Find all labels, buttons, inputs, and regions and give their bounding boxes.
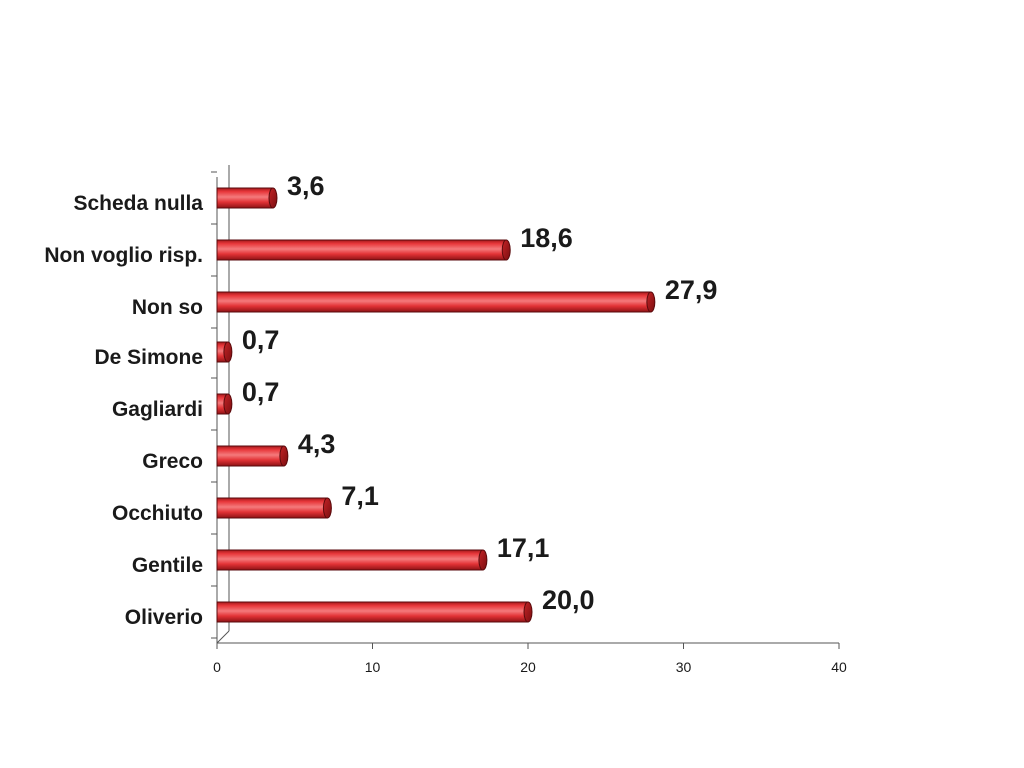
data-label: 18,6 [520,223,573,253]
data-label: 27,9 [665,275,718,305]
bar [216,393,233,415]
data-label: 20,0 [542,585,595,615]
x-tick-label: 10 [365,659,381,675]
bar-body [216,445,285,467]
category-label: Non voglio risp. [44,244,203,267]
bar [216,601,533,623]
bar-end-cap [322,497,332,519]
bar [216,497,332,519]
bar-end-cap [223,393,233,415]
labels: 0 10 20 30 40 Oliverio 20,0 Gentile 17,1 Occhiuto… [44,171,847,675]
bar-end-cap [478,549,488,571]
bar-end-cap [223,341,233,363]
category-label: Occhiuto [112,502,203,525]
data-label: 0,7 [242,325,280,355]
category-label: Scheda nulla [73,192,203,215]
category-label: Gentile [132,554,203,577]
x-tick-label: 40 [831,659,847,675]
bar-end-cap [501,239,511,261]
bar [216,239,511,261]
bar [216,445,289,467]
bar-body [216,291,652,313]
data-label: 7,1 [341,481,379,511]
x-tick-label: 0 [213,659,221,675]
category-label: Non so [132,296,203,319]
bar [216,341,233,363]
bar-body [216,497,328,519]
bars [216,187,656,623]
bar-body [216,187,274,209]
bar [216,291,656,313]
category-label: Oliverio [125,606,203,629]
x-tick-label: 30 [676,659,692,675]
data-label: 3,6 [287,171,325,201]
bar-body [216,601,529,623]
bar-end-cap [646,291,656,313]
floor-depth-line [216,630,230,644]
bar-body [216,239,507,261]
bar [216,549,488,571]
category-label: De Simone [94,346,203,369]
bar-end-cap [279,445,289,467]
bar-end-cap [268,187,278,209]
bar-end-cap [523,601,533,623]
bar [216,187,278,209]
category-label: Greco [142,450,203,473]
data-label: 0,7 [242,377,280,407]
x-tick-label: 20 [520,659,536,675]
data-label: 17,1 [497,533,550,563]
category-label: Gagliardi [112,398,203,421]
data-label: 4,3 [298,429,336,459]
bar-body [216,549,484,571]
